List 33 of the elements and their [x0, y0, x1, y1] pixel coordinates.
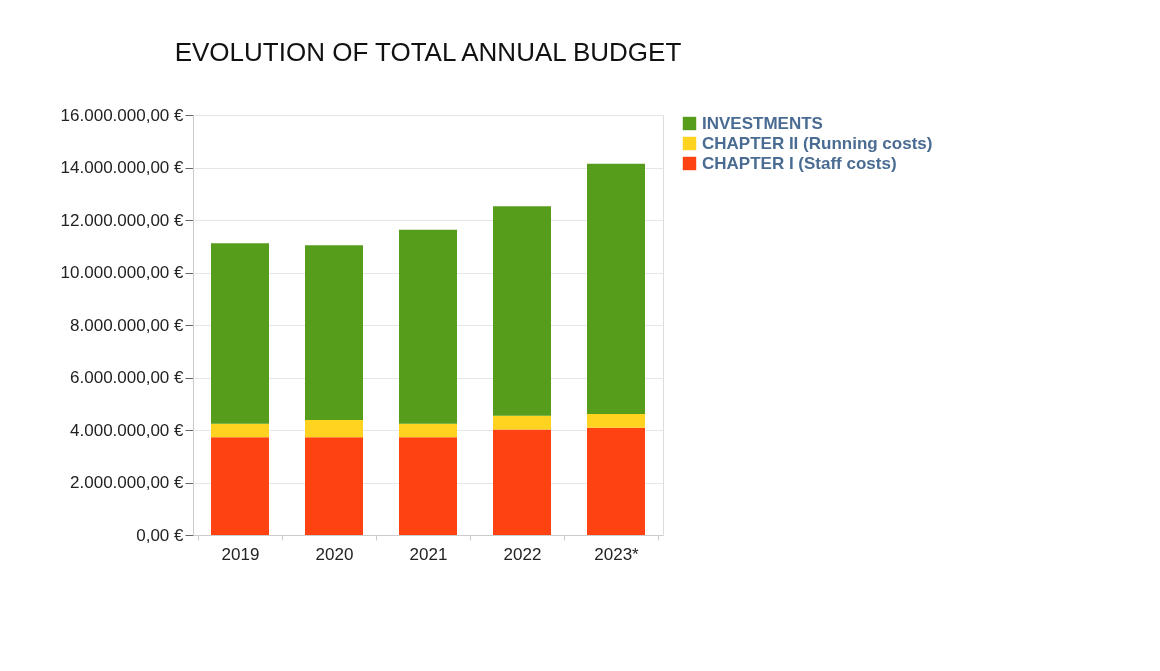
y-tick-label: 6.000.000,00 €	[70, 368, 185, 387]
y-tick-label: 8.000.000,00 €	[70, 315, 185, 335]
bar	[211, 423, 269, 438]
x-tick-label: 2020	[315, 544, 354, 564]
bar	[587, 413, 645, 428]
x-tick-label: 2019	[221, 544, 260, 564]
bar	[587, 163, 645, 414]
y-tick-label: 16.000.000,00 €	[60, 105, 185, 125]
x-tick-label: 2023*	[594, 544, 640, 564]
legend-label: INVESTMENTS	[702, 113, 823, 133]
bar	[211, 437, 269, 535]
y-tick-label: 12.000.000,00 €	[60, 210, 185, 230]
bar	[493, 429, 551, 535]
legend-label: CHAPTER I (Staff costs)	[702, 153, 897, 173]
y-tick-label: 14.000.000,00 €	[60, 158, 185, 177]
bar	[399, 437, 457, 535]
bar	[305, 245, 363, 421]
y-tick-label: 0,00 €	[136, 525, 185, 545]
legend-label: CHAPTER II (Running costs)	[702, 133, 933, 153]
y-tick-label: 4.000.000,00 €	[70, 420, 185, 440]
chart-title: EVOLUTION OF TOTAL ANNUAL BUDGET	[174, 37, 682, 67]
bar	[493, 415, 551, 430]
bar	[399, 423, 457, 438]
bar	[587, 427, 645, 535]
bar	[305, 437, 363, 535]
bar	[493, 206, 551, 416]
x-tick-label: 2022	[503, 544, 542, 564]
bar	[211, 243, 269, 424]
y-tick-label: 10.000.000,00 €	[60, 263, 185, 282]
bar	[399, 229, 457, 424]
bar	[305, 420, 363, 438]
x-tick-label: 2021	[409, 544, 448, 564]
y-tick-label: 2.000.000,00 €	[70, 473, 185, 492]
